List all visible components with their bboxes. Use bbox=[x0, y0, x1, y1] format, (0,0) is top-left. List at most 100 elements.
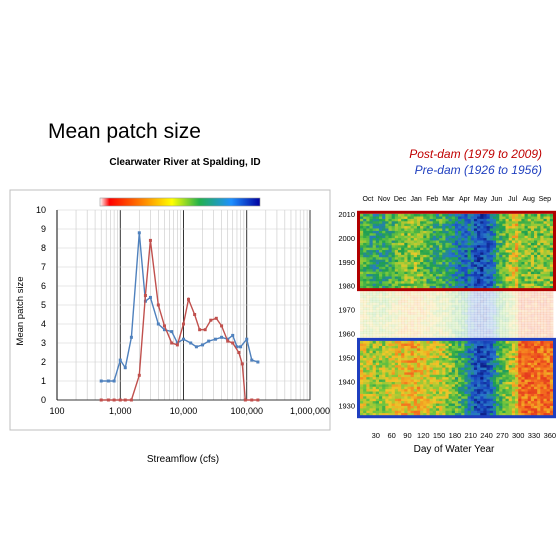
heatmap-cell bbox=[534, 280, 538, 284]
heatmap-cell bbox=[366, 376, 370, 380]
heatmap-cell bbox=[407, 364, 412, 368]
heatmap-cell bbox=[499, 388, 503, 392]
heatmap-cell bbox=[442, 247, 446, 251]
heatmap-cell bbox=[537, 364, 541, 368]
heatmap-cell bbox=[540, 350, 544, 354]
heatmap-cell bbox=[448, 218, 453, 222]
heatmap-cell bbox=[360, 278, 364, 282]
heatmap-cell bbox=[546, 367, 551, 370]
heatmap-cell bbox=[385, 393, 389, 397]
heatmap-faded-cell bbox=[505, 326, 510, 330]
heatmap-cell bbox=[486, 280, 491, 284]
heatmap-cell bbox=[537, 228, 541, 231]
heatmap-cell bbox=[496, 235, 500, 239]
heatmap-cell bbox=[489, 244, 494, 248]
heatmap-cell bbox=[480, 259, 484, 263]
heatmap-cell bbox=[515, 247, 519, 251]
heatmap-cell bbox=[530, 352, 535, 356]
heatmap-faded-cell bbox=[496, 307, 500, 311]
heatmap-cell bbox=[388, 271, 393, 275]
heatmap-cell bbox=[385, 384, 389, 387]
heatmap-cell bbox=[423, 225, 427, 229]
heatmap-cell bbox=[426, 352, 431, 356]
heatmap-cell bbox=[451, 348, 456, 351]
heatmap-cell bbox=[527, 213, 532, 217]
heatmap-cell bbox=[429, 283, 434, 287]
heatmap-cell bbox=[521, 384, 525, 387]
heatmap-cell bbox=[502, 264, 506, 267]
heatmap-cell bbox=[530, 259, 535, 263]
heatmap-cell bbox=[416, 348, 421, 351]
heatmap-cell bbox=[549, 278, 554, 282]
heatmap-cell bbox=[546, 271, 551, 275]
heatmap-cell bbox=[530, 264, 535, 267]
heatmap-cell bbox=[492, 278, 497, 282]
heatmap-cell bbox=[385, 348, 389, 351]
heatmap-faded-cell bbox=[448, 314, 453, 318]
heatmap-cell bbox=[458, 244, 462, 248]
heatmap-cell bbox=[366, 268, 370, 272]
heatmap-cell bbox=[524, 228, 529, 231]
heatmap-cell bbox=[432, 396, 437, 399]
heatmap-cell bbox=[508, 374, 513, 378]
heatmap-cell bbox=[524, 393, 529, 397]
heatmap-faded-cell bbox=[432, 302, 437, 306]
heatmap-cell bbox=[401, 220, 405, 224]
heatmap-cell bbox=[423, 264, 427, 267]
heatmap-cell bbox=[432, 220, 437, 224]
heatmap-cell bbox=[534, 220, 538, 224]
heatmap-cell bbox=[420, 345, 424, 349]
heatmap-cell bbox=[442, 362, 446, 366]
heatmap-cell bbox=[537, 398, 541, 402]
heatmap-cell bbox=[477, 228, 481, 231]
heatmap-cell bbox=[492, 379, 497, 382]
heatmap-cell bbox=[448, 408, 453, 411]
heatmap-cell bbox=[483, 384, 487, 387]
heatmap-cell bbox=[464, 213, 468, 217]
heatmap-cell bbox=[502, 266, 506, 270]
heatmap-cell bbox=[363, 283, 367, 287]
heatmap-cell bbox=[432, 244, 437, 248]
heatmap-cell bbox=[369, 412, 374, 416]
heatmap-faded-cell bbox=[530, 326, 535, 330]
heatmap-cell bbox=[439, 355, 443, 358]
heatmap-cell bbox=[470, 364, 475, 368]
heatmap-cell bbox=[530, 408, 535, 411]
heatmap-faded-cell bbox=[458, 309, 462, 313]
heatmap-cell bbox=[397, 254, 402, 258]
heatmap-cell bbox=[397, 218, 402, 222]
heatmap-faded-cell bbox=[464, 336, 468, 339]
heatmap-cell bbox=[432, 362, 437, 366]
heatmap-cell bbox=[375, 254, 380, 258]
heatmap-cell bbox=[388, 261, 393, 265]
heatmap-cell bbox=[515, 252, 519, 255]
heatmap-cell bbox=[429, 405, 434, 409]
series-point-1 bbox=[203, 328, 207, 332]
heatmap-cell bbox=[549, 240, 554, 243]
heatmap-cell bbox=[549, 362, 554, 366]
heatmap-faded-cell bbox=[480, 314, 484, 318]
heatmap-faded-cell bbox=[394, 304, 399, 308]
heatmap-cell bbox=[432, 364, 437, 368]
heatmap-cell bbox=[363, 271, 367, 275]
heatmap-cell bbox=[477, 364, 481, 368]
heatmap-faded-cell bbox=[546, 326, 551, 330]
heatmap-faded-cell bbox=[454, 312, 459, 315]
heatmap-cell bbox=[391, 249, 396, 253]
heatmap-cell bbox=[372, 384, 377, 387]
heatmap-cell bbox=[546, 348, 551, 351]
heatmap-faded-cell bbox=[388, 331, 393, 334]
heatmap-cell bbox=[477, 348, 481, 351]
heatmap-cell bbox=[470, 264, 475, 267]
heatmap-faded-cell bbox=[378, 314, 383, 318]
heatmap-cell bbox=[515, 388, 519, 392]
heatmap-cell bbox=[540, 213, 544, 217]
heatmap-cell bbox=[391, 357, 396, 361]
heatmap-cell bbox=[524, 388, 529, 392]
heatmap-faded-cell bbox=[420, 328, 424, 332]
heatmap-faded-cell bbox=[407, 326, 412, 330]
heatmap-cell bbox=[363, 379, 367, 382]
heatmap-cell bbox=[518, 393, 522, 397]
heatmap-faded-cell bbox=[515, 324, 519, 327]
heatmap-cell bbox=[496, 283, 500, 287]
